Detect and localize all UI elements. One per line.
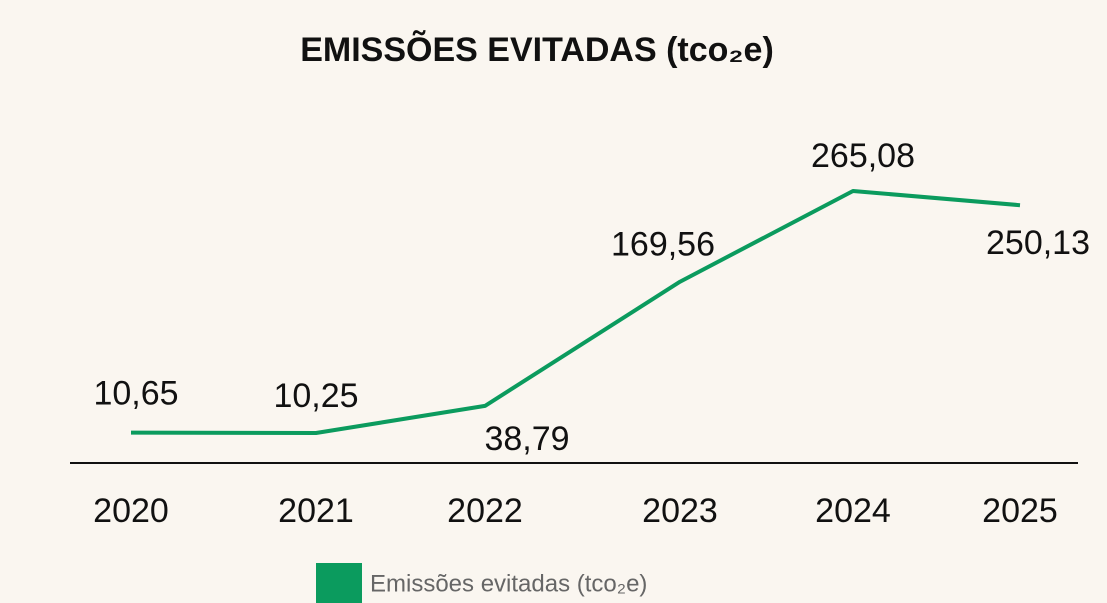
data-line bbox=[130, 189, 1021, 435]
legend-label: Emissões evitadas (tco₂e) bbox=[370, 570, 647, 597]
data-label: 38,79 bbox=[484, 420, 569, 458]
x-tick-label: 2021 bbox=[278, 492, 354, 530]
x-tick-label: 2020 bbox=[93, 492, 169, 530]
x-tick-label: 2025 bbox=[982, 492, 1058, 530]
data-label: 169,56 bbox=[611, 226, 715, 264]
data-label: 250,13 bbox=[986, 224, 1090, 262]
data-label: 265,08 bbox=[811, 137, 915, 175]
chart-title: EMISSÕES EVITADAS (tco₂e) bbox=[300, 31, 774, 69]
x-tick-label: 2022 bbox=[447, 492, 523, 530]
data-label: 10,25 bbox=[273, 377, 358, 415]
legend-swatch bbox=[316, 563, 362, 603]
x-tick-label: 2024 bbox=[815, 492, 891, 530]
data-label: 10,65 bbox=[93, 375, 178, 413]
x-tick-label: 2023 bbox=[642, 492, 718, 530]
